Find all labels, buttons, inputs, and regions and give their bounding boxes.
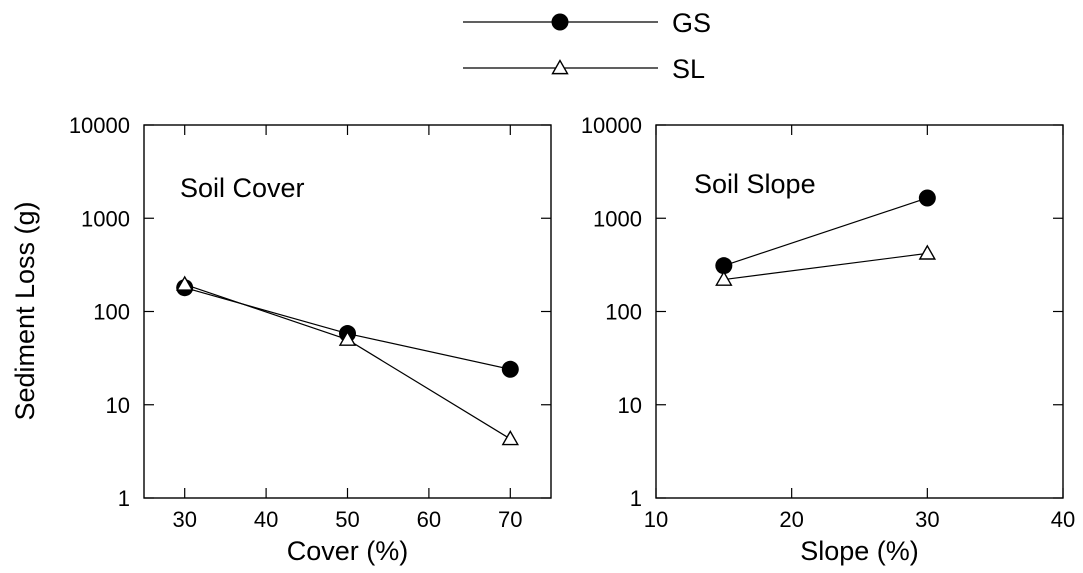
data-point-sl	[175, 275, 194, 291]
data-point-gs	[501, 360, 519, 378]
panel-annotation: Soil Slope	[694, 169, 816, 199]
y-tick-label: 1	[118, 486, 130, 511]
x-axis-label: Cover (%)	[287, 536, 409, 566]
legend-label-sl: SL	[672, 54, 705, 84]
data-point-sl	[338, 330, 357, 346]
y-tick-label: 100	[605, 300, 642, 325]
x-tick-label: 20	[779, 507, 803, 532]
x-tick-label: 30	[172, 507, 196, 532]
panel-annotation: Soil Cover	[180, 173, 305, 203]
series-line-sl	[184, 283, 511, 440]
y-tick-label: 10000	[69, 113, 130, 138]
legend-label-gs: GS	[672, 8, 711, 38]
y-tick-label: 1	[630, 486, 642, 511]
x-tick-label: 60	[417, 507, 441, 532]
x-tick-label: 50	[335, 507, 359, 532]
y-tick-label: 1000	[81, 206, 130, 231]
data-point-sl	[918, 244, 937, 260]
legend-marker-gs	[551, 13, 569, 31]
x-tick-label: 10	[644, 507, 668, 532]
data-point-gs	[918, 189, 936, 207]
y-tick-label: 10	[106, 393, 130, 418]
x-axis-label: Slope (%)	[800, 536, 919, 566]
chart-panel-soil-cover: 1 10 100 1000 10000 30 40 50 60 70 Cover (%) Soil C…	[69, 113, 552, 566]
y-tick-label: 1000	[593, 206, 642, 231]
legend-marker-sl	[551, 59, 569, 75]
y-tick-label: 10	[618, 393, 642, 418]
data-point-sl	[501, 430, 520, 446]
series-line-sl	[723, 252, 928, 281]
data-point-gs	[715, 257, 733, 275]
series-line-gs	[723, 197, 928, 267]
y-axis-label: Sediment Loss (g)	[10, 201, 40, 420]
x-tick-label: 30	[915, 507, 939, 532]
y-tick-label: 100	[93, 300, 130, 325]
legend: GS SL	[463, 8, 711, 84]
x-tick-label: 40	[1051, 507, 1075, 532]
data-point-sl	[715, 270, 733, 286]
x-tick-label: 40	[254, 507, 278, 532]
x-tick-label: 70	[498, 507, 522, 532]
y-tick-label: 10000	[581, 113, 642, 138]
